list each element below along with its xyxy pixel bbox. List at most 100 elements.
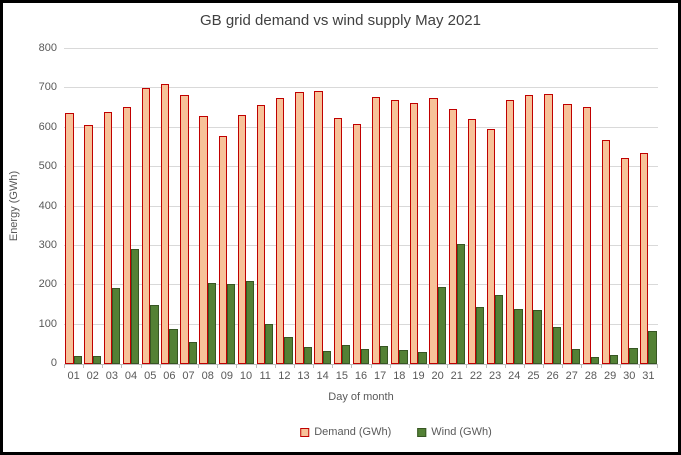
legend-label-wind: Wind (GWh) — [431, 426, 492, 438]
wind-bar — [590, 357, 600, 364]
x-tick-label: 19 — [412, 370, 425, 382]
wind-bar — [131, 249, 140, 364]
wind-bar — [246, 281, 255, 364]
x-tick-label: 13 — [297, 370, 310, 382]
demand-bar — [582, 107, 591, 364]
wind-bar — [533, 309, 542, 364]
gridline — [64, 244, 658, 246]
wind-bar — [495, 295, 504, 364]
x-tick-label: 08 — [201, 370, 214, 382]
gridline — [64, 126, 658, 128]
axis-tick — [351, 364, 353, 368]
wind-bar — [265, 323, 274, 364]
demand-bar — [448, 108, 457, 364]
axis-tick — [504, 364, 506, 368]
x-tick-label: 30 — [623, 370, 636, 382]
bar-group — [466, 49, 485, 364]
y-tick-label: 700 — [38, 81, 57, 94]
axis-tick — [581, 364, 583, 368]
demand-bar — [371, 97, 381, 364]
demand-bar — [601, 139, 611, 364]
x-tick-label: 21 — [450, 370, 463, 382]
bar-group — [351, 49, 370, 364]
demand-bar — [161, 83, 170, 364]
wind-bar — [399, 349, 408, 364]
demand-bar — [352, 123, 361, 364]
wind-bar — [303, 347, 312, 364]
x-tick-label: 18 — [393, 370, 406, 382]
bar-group — [601, 49, 620, 364]
axis-tick — [619, 364, 621, 368]
bar-group — [409, 49, 428, 364]
legend-swatch-demand — [300, 427, 310, 437]
y-tick-label: 400 — [38, 199, 57, 212]
x-tick-label: 04 — [124, 370, 138, 382]
axis-tick — [313, 364, 315, 368]
wind-bar — [475, 306, 485, 364]
wind-bar — [552, 327, 561, 364]
y-tick-label: 200 — [38, 278, 57, 291]
legend: Demand (GWh) Wind (GWh) — [300, 426, 492, 438]
axis-tick — [102, 364, 104, 368]
demand-bar — [180, 94, 189, 364]
x-tick-label: 14 — [316, 370, 329, 382]
wind-bar — [437, 286, 446, 364]
axis-tick — [408, 364, 410, 368]
demand-bar — [544, 93, 553, 364]
y-tick-label: 300 — [38, 238, 57, 251]
wind-bar — [456, 243, 466, 364]
demand-bar — [563, 104, 572, 364]
x-tick-label: 03 — [105, 370, 119, 382]
demand-bar — [640, 153, 649, 364]
x-axis-title: Day of month — [328, 391, 394, 403]
wind-bar — [610, 355, 619, 364]
wind-bar — [571, 349, 581, 364]
axis-tick — [293, 364, 295, 368]
wind-bar — [380, 346, 389, 364]
bar-group — [390, 49, 409, 364]
demand-bar — [84, 124, 93, 364]
x-tick-label: 29 — [603, 370, 617, 382]
legend-swatch-wind — [417, 427, 427, 437]
x-tick-label: 15 — [335, 370, 348, 382]
bar-group — [371, 49, 390, 364]
axis-tick — [159, 364, 161, 368]
wind-bar — [284, 337, 293, 364]
axis-tick — [447, 364, 449, 368]
wind-bar — [226, 284, 236, 364]
bar-group — [581, 49, 600, 364]
axis-tick — [466, 364, 468, 368]
x-tick-label: 27 — [565, 370, 578, 382]
legend-label-demand: Demand (GWh) — [314, 426, 392, 438]
x-tick-label: 07 — [182, 370, 195, 382]
demand-bar — [505, 100, 515, 364]
bar-group — [639, 49, 658, 364]
x-tick-label: 01 — [67, 370, 80, 382]
bar-group — [524, 49, 543, 364]
x-tick-label: 22 — [469, 370, 483, 382]
wind-bar — [92, 356, 102, 364]
x-tick-label: 25 — [527, 370, 540, 382]
axis-tick — [64, 364, 65, 368]
x-tick-label: 12 — [278, 370, 291, 382]
demand-bar — [276, 97, 285, 364]
wind-bar — [73, 356, 82, 364]
x-tick-label: 28 — [584, 370, 598, 382]
wind-bar — [207, 282, 216, 364]
axis-tick — [274, 364, 276, 368]
x-tick-label: 24 — [508, 370, 521, 382]
axis-tick — [523, 364, 525, 368]
wind-bar — [169, 328, 178, 364]
axis-tick — [255, 364, 257, 368]
axis-tick — [140, 364, 142, 368]
gridline — [64, 205, 658, 207]
x-tick-label: 11 — [259, 370, 271, 382]
demand-bar — [467, 118, 476, 364]
demand-bar — [237, 114, 247, 364]
x-tick-label: 20 — [431, 370, 444, 382]
wind-bar — [341, 345, 351, 364]
x-tick-label: 23 — [489, 370, 502, 382]
axis-tick — [121, 364, 123, 368]
bar-group — [179, 49, 198, 364]
